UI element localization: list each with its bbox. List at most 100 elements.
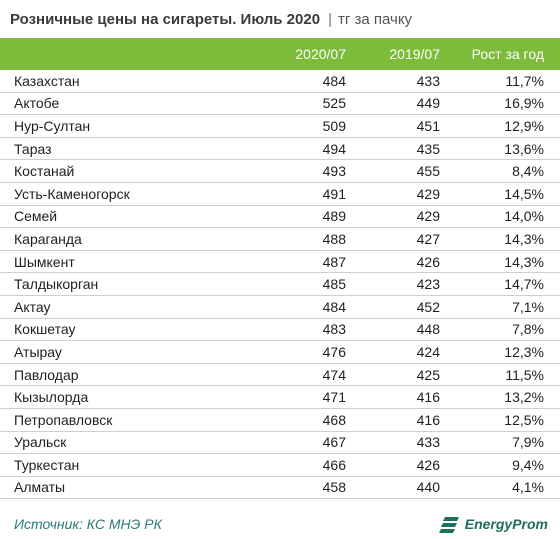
energyprom-logo-icon xyxy=(438,516,459,533)
value-2019: 448 xyxy=(416,321,440,338)
value-2020: 489 xyxy=(322,208,346,225)
region-name: Усть-Каменогорск xyxy=(14,185,130,202)
value-2020: 493 xyxy=(322,163,346,180)
table-row: Петропавловск 468 416 12,5% xyxy=(0,409,560,432)
table-body: Казахстан 484 433 11,7% Актобе 525 449 16,9% Нур… xyxy=(0,70,560,500)
value-2020: 471 xyxy=(322,389,346,406)
growth-value: 7,8% xyxy=(512,321,544,338)
growth-value: 14,0% xyxy=(504,208,544,225)
value-2019: 433 xyxy=(416,434,440,451)
table-row: Караганда 488 427 14,3% xyxy=(0,228,560,251)
table-row: Усть-Каменогорск 491 429 14,5% xyxy=(0,183,560,206)
table-row: Нур-Султан 509 451 12,9% xyxy=(0,115,560,138)
value-2020: 485 xyxy=(322,276,346,293)
table-row: Тараз 494 435 13,6% xyxy=(0,138,560,161)
table-row: Актау 484 452 7,1% xyxy=(0,296,560,319)
region-name: Семей xyxy=(14,208,58,225)
growth-value: 13,6% xyxy=(504,140,544,157)
header-2020: 2020/07 xyxy=(295,46,346,62)
value-2020: 491 xyxy=(322,185,346,202)
value-2020: 488 xyxy=(322,230,346,247)
table-row: Атырау 476 424 12,3% xyxy=(0,341,560,364)
region-name: Костанай xyxy=(14,163,75,180)
region-name: Туркестан xyxy=(14,456,80,473)
value-2020: 487 xyxy=(322,253,346,270)
region-name: Актобе xyxy=(14,95,60,112)
table-row: Семей 489 429 14,0% xyxy=(0,206,560,229)
unit-label: тг за пачку xyxy=(337,10,413,28)
table-row: Казахстан 484 433 11,7% xyxy=(0,70,560,93)
growth-value: 14,7% xyxy=(504,276,544,293)
region-name: Кызылорда xyxy=(14,389,89,406)
region-name: Атырау xyxy=(14,343,62,360)
table-row: Талдыкорган 485 423 14,7% xyxy=(0,273,560,296)
growth-value: 14,5% xyxy=(504,185,544,202)
chart-title-bar: Розничные цены на сигареты. Июль 2020 | … xyxy=(0,0,560,38)
header-growth: Рост за год xyxy=(471,46,544,62)
table-header: 2020/07 2019/07 Рост за год xyxy=(0,38,560,70)
value-2020: 458 xyxy=(322,479,346,496)
value-2019: 416 xyxy=(416,389,440,406)
value-2020: 476 xyxy=(322,343,346,360)
table-row: Шымкент 487 426 14,3% xyxy=(0,251,560,274)
value-2020: 474 xyxy=(322,366,346,383)
table-row: Туркестан 466 426 9,4% xyxy=(0,454,560,477)
footer: Источник: КС МНЭ РК EnergyProm xyxy=(0,508,560,539)
header-2019: 2019/07 xyxy=(389,46,440,62)
value-2020: 494 xyxy=(322,140,346,157)
source-note: Источник: КС МНЭ РК xyxy=(14,515,162,532)
value-2019: 416 xyxy=(416,411,440,428)
value-2019: 433 xyxy=(416,72,440,89)
region-name: Талдыкорган xyxy=(14,276,99,293)
growth-value: 12,9% xyxy=(504,117,544,134)
value-2019: 424 xyxy=(416,343,440,360)
region-name: Петропавловск xyxy=(14,411,113,428)
growth-value: 11,7% xyxy=(505,72,544,89)
value-2020: 466 xyxy=(322,456,346,473)
value-2020: 467 xyxy=(322,434,346,451)
brand-name: EnergyProm xyxy=(464,515,548,532)
region-name: Казахстан xyxy=(14,72,80,89)
value-2020: 483 xyxy=(322,321,346,338)
table-row: Алматы 458 440 4,1% xyxy=(0,477,560,500)
region-name: Павлодар xyxy=(14,366,79,383)
region-name: Кокшетау xyxy=(14,321,76,338)
value-2019: 435 xyxy=(416,140,440,157)
region-name: Шымкент xyxy=(14,253,75,270)
value-2019: 449 xyxy=(416,95,440,112)
growth-value: 4,1% xyxy=(512,479,544,496)
value-2019: 429 xyxy=(416,208,440,225)
growth-value: 7,1% xyxy=(512,298,544,315)
growth-value: 14,3% xyxy=(504,253,544,270)
growth-value: 7,9% xyxy=(512,434,544,451)
growth-value: 16,9% xyxy=(504,95,544,112)
value-2019: 423 xyxy=(416,276,440,293)
region-name: Нур-Султан xyxy=(14,117,91,134)
value-2019: 426 xyxy=(416,456,440,473)
value-2020: 468 xyxy=(322,411,346,428)
value-2019: 429 xyxy=(416,185,440,202)
chart-title: Розничные цены на сигареты. Июль 2020 xyxy=(10,10,321,28)
title-separator: | xyxy=(328,10,332,28)
table-row: Павлодар 474 425 11,5% xyxy=(0,364,560,387)
growth-value: 12,3% xyxy=(504,343,544,360)
brand-logo: EnergyProm xyxy=(438,515,548,533)
table-row: Уральск 467 433 7,9% xyxy=(0,432,560,455)
value-2019: 440 xyxy=(416,479,440,496)
value-2020: 484 xyxy=(322,72,346,89)
growth-value: 12,5% xyxy=(504,411,544,428)
value-2019: 426 xyxy=(416,253,440,270)
growth-value: 9,4% xyxy=(512,456,544,473)
value-2019: 425 xyxy=(416,366,440,383)
growth-value: 11,5% xyxy=(505,366,544,383)
value-2019: 451 xyxy=(416,117,440,134)
value-2019: 452 xyxy=(416,298,440,315)
value-2019: 455 xyxy=(416,163,440,180)
value-2020: 484 xyxy=(322,298,346,315)
table-row: Актобе 525 449 16,9% xyxy=(0,93,560,116)
table-row: Костанай 493 455 8,4% xyxy=(0,160,560,183)
region-name: Караганда xyxy=(14,230,82,247)
growth-value: 14,3% xyxy=(504,230,544,247)
region-name: Актау xyxy=(14,298,51,315)
growth-value: 13,2% xyxy=(504,389,544,406)
